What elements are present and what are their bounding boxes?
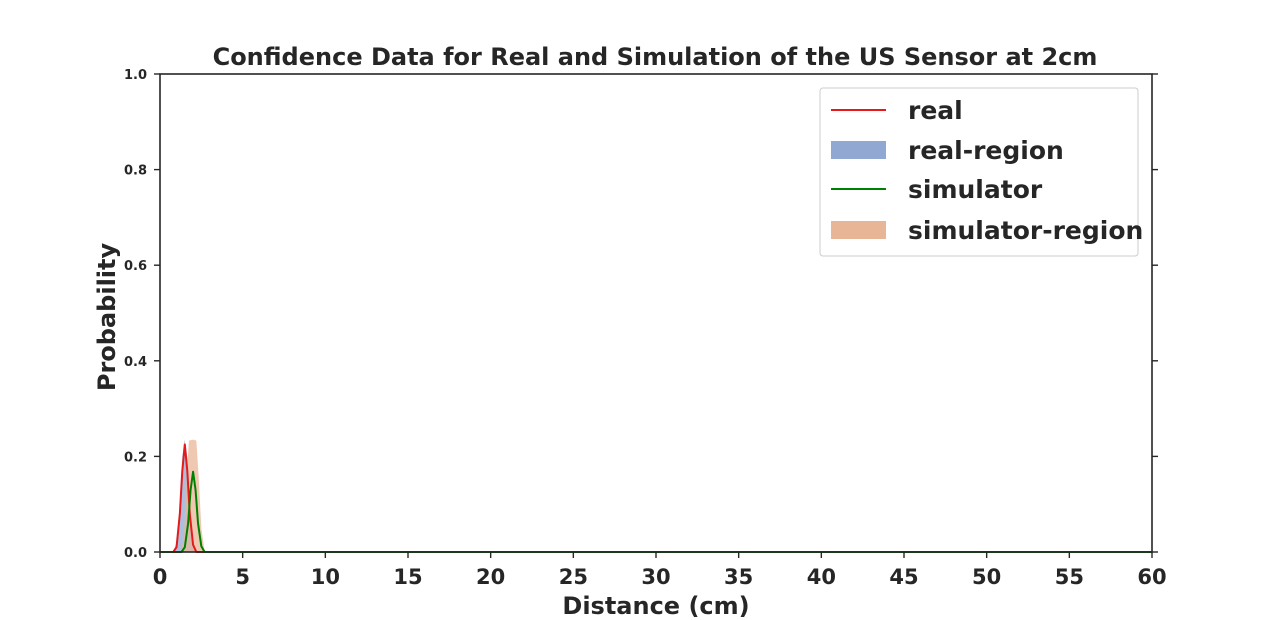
y-tick-label: 0.0: [124, 546, 147, 561]
legend-label-real: real: [908, 96, 963, 125]
legend-label-simulator-region: simulator-region: [908, 216, 1143, 245]
y-tick-label: 0.8: [124, 164, 147, 179]
x-tick-label: 20: [476, 565, 505, 589]
x-axis: 0 5 10 15 20 25 30 35 40 45 50 55 60: [153, 552, 1167, 589]
x-tick-label: 25: [559, 565, 588, 589]
plot-area: [160, 439, 1152, 553]
x-tick-label: 0: [153, 565, 168, 589]
y-axis: 0.0 0.2 0.4 0.6 0.8 1.0: [124, 68, 1158, 561]
legend-swatch-simulator-region: [831, 221, 886, 239]
y-tick-label: 0.4: [124, 355, 147, 370]
x-tick-label: 45: [889, 565, 918, 589]
y-tick-label: 1.0: [124, 68, 147, 83]
x-tick-label: 40: [807, 565, 836, 589]
x-tick-label: 55: [1055, 565, 1084, 589]
x-axis-label: Distance (cm): [562, 592, 749, 620]
x-tick-label: 10: [311, 565, 340, 589]
legend-swatch-real-region: [831, 141, 886, 159]
x-tick-label: 30: [641, 565, 670, 589]
x-tick-label: 60: [1137, 565, 1166, 589]
y-axis-label: Probability: [93, 243, 121, 392]
x-tick-label: 15: [393, 565, 422, 589]
legend-label-real-region: real-region: [908, 136, 1064, 165]
y-tick-label: 0.6: [124, 259, 147, 274]
x-tick-label: 35: [724, 565, 753, 589]
chart-title: Confidence Data for Real and Simulation …: [213, 43, 1098, 71]
legend-box: [819, 87, 1139, 257]
legend: real real-region simulator simulator-reg…: [819, 87, 1143, 257]
x-tick-label: 5: [235, 565, 250, 589]
series-simulator: [160, 470, 1152, 553]
series-real: [160, 443, 1152, 553]
legend-label-simulator: simulator: [908, 175, 1043, 204]
x-tick-label: 50: [972, 565, 1001, 589]
y-tick-label: 0.2: [124, 450, 147, 465]
